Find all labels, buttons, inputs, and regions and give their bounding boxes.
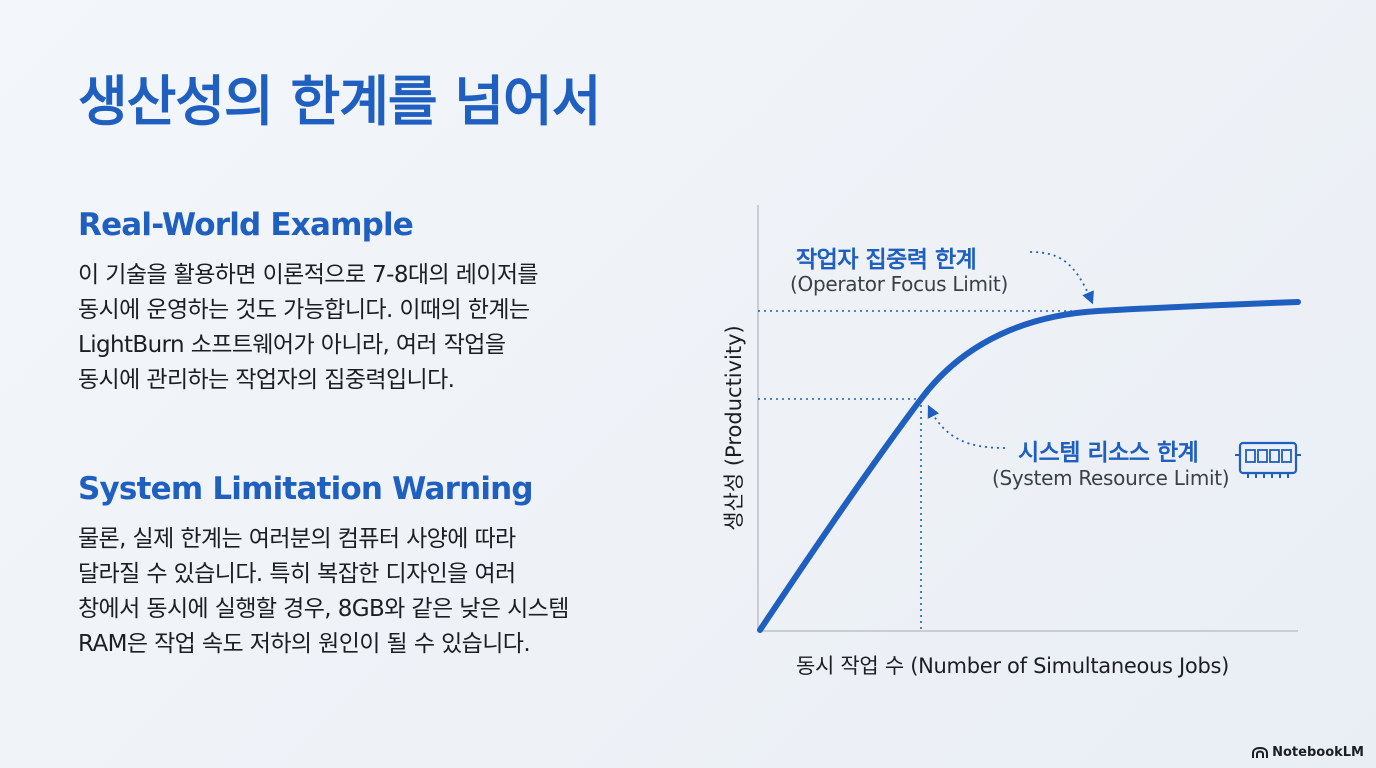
memory-chip-icon <box>1235 441 1301 478</box>
section-heading: System Limitation Warning <box>78 471 534 507</box>
x-axis-label: 동시 작업 수 (Number of Simultaneous Jobs) <box>796 654 1230 678</box>
section-heading: Real-World Example <box>78 207 414 243</box>
system-limitation-warning-section: System Limitation Warning 물론, 실제 한계는 여러분… <box>78 471 658 662</box>
notebooklm-branding: NotebookLM <box>1252 745 1364 760</box>
operator-limit-title: 작업자 집중력 한계 <box>796 247 977 273</box>
body-line: LightBurn 소프트웨어가 아니라, 여러 작업을 <box>78 332 506 359</box>
operator-limit-arrow <box>1029 251 1094 305</box>
body-line: 이 기술을 활용하면 이론적으로 7-8대의 레이저를 <box>78 262 539 289</box>
y-axis-label: 생산성 (Productivity) <box>722 325 746 531</box>
body-line: RAM은 작업 속도 저하의 원인이 될 수 있습니다. <box>78 631 531 658</box>
body-line: 창에서 동시에 실행할 경우, 8GB와 같은 낮은 시스템 <box>78 596 569 623</box>
body-line: 달라질 수 있습니다. 특히 복잡한 디자인을 여러 <box>78 561 516 588</box>
section-body: 물론, 실제 한계는 여러분의 컴퓨터 사양에 따라 달라질 수 있습니다. 특… <box>78 522 658 662</box>
body-line: 동시에 관리하는 작업자의 집중력입니다. <box>78 367 455 394</box>
body-line: 동시에 운영하는 것도 가능합니다. 이때의 한계는 <box>78 297 530 324</box>
section-body: 이 기술을 활용하면 이론적으로 7-8대의 레이저를 동시에 운영하는 것도 … <box>78 258 658 398</box>
real-world-example-section: Real-World Example 이 기술을 활용하면 이론적으로 7-8대… <box>78 207 658 398</box>
productivity-curve <box>757 299 1301 633</box>
branding-label: NotebookLM <box>1272 745 1364 760</box>
body-line: 물론, 실제 한계는 여러분의 컴퓨터 사양에 따라 <box>78 526 516 553</box>
notebooklm-logo-icon <box>1252 746 1269 758</box>
system-limit-title: 시스템 리소스 한계 <box>1018 440 1199 466</box>
system-limit-subtitle: (System Resource Limit) <box>992 466 1230 490</box>
system-limit-arrow <box>927 404 1006 449</box>
diagram-canvas <box>757 205 1301 633</box>
productivity-curve-diagram: 생산성 (Productivity) 동시 작업 수 (Number of Si… <box>700 190 1340 710</box>
page-title: 생산성의 한계를 넘어서 <box>78 70 601 133</box>
operator-limit-subtitle: (Operator Focus Limit) <box>790 272 1008 296</box>
